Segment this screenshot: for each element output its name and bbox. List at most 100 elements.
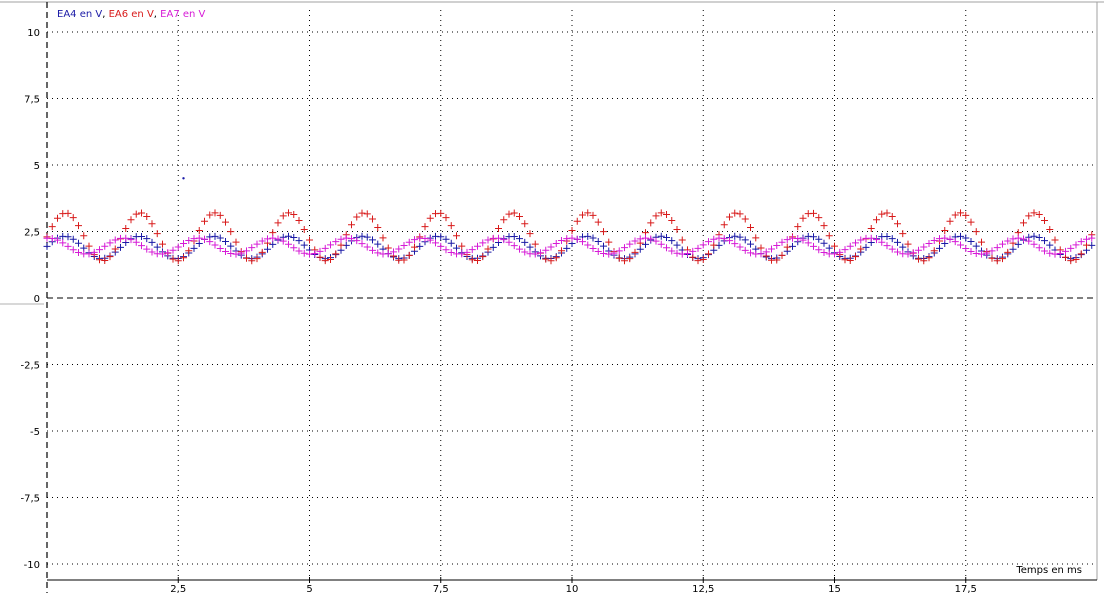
data-point: [153, 243, 161, 251]
data-point: [741, 236, 749, 244]
data-point: [941, 227, 949, 235]
data-point: [374, 240, 382, 248]
data-point: [510, 209, 518, 217]
data-point: [936, 244, 943, 252]
data-point: [579, 238, 586, 246]
data-point: [75, 222, 82, 230]
data-point: [290, 244, 298, 252]
outlier-point: [182, 177, 185, 180]
data-point: [941, 234, 949, 242]
x-tick-label: 5: [306, 584, 312, 593]
data-point: [894, 238, 901, 246]
data-point: [143, 245, 151, 253]
data-point: [358, 232, 366, 240]
data-point: [395, 245, 403, 253]
data-point: [558, 247, 565, 255]
data-point: [852, 239, 859, 247]
data-point: [127, 236, 135, 244]
data-point: [101, 256, 109, 264]
data-point: [810, 233, 817, 241]
data-point: [894, 220, 901, 228]
data-point: [269, 240, 277, 248]
data-point: [988, 254, 996, 262]
data-point: [1030, 232, 1038, 240]
data-point: [243, 254, 250, 262]
data-point: [426, 214, 434, 222]
data-point: [306, 250, 313, 258]
data-point: [594, 247, 602, 255]
data-point: [888, 245, 896, 253]
data-point: [138, 242, 145, 250]
data-point: [736, 233, 744, 241]
data-point: [794, 223, 802, 231]
data-point: [1056, 249, 1064, 257]
data-point: [437, 242, 445, 250]
data-point: [69, 246, 77, 254]
data-point: [369, 236, 376, 244]
data-point: [857, 245, 865, 253]
data-point: [211, 232, 219, 240]
data-point: [584, 209, 592, 217]
data-point: [117, 243, 124, 251]
data-point: [720, 235, 728, 243]
data-point: [484, 236, 492, 244]
data-point: [421, 234, 429, 242]
data-point: [652, 237, 660, 245]
data-point: [778, 251, 786, 259]
data-point: [500, 216, 508, 224]
data-point: [85, 250, 93, 258]
y-tick-label: -10: [24, 560, 40, 571]
data-point: [967, 237, 975, 245]
data-point: [279, 237, 287, 245]
data-point: [295, 216, 303, 224]
data-point: [794, 234, 802, 242]
data-point: [789, 242, 796, 250]
data-point: [521, 238, 529, 246]
data-point: [405, 251, 413, 259]
data-point: [573, 235, 581, 243]
data-point: [227, 250, 235, 258]
data-point: [216, 234, 224, 242]
data-point: [957, 209, 964, 217]
data-point: [558, 237, 565, 245]
data-point: [993, 257, 1001, 265]
data-point: [1046, 226, 1054, 234]
data-point: [904, 250, 912, 258]
data-point: [122, 234, 130, 242]
legend-entry: ,: [102, 9, 108, 20]
data-point: [547, 243, 555, 251]
data-point: [216, 211, 224, 219]
data-point: [474, 256, 481, 264]
data-point: [201, 235, 208, 243]
data-point: [411, 236, 418, 244]
data-point: [106, 253, 114, 261]
data-point: [300, 241, 308, 249]
data-point: [253, 240, 261, 248]
data-point: [747, 224, 754, 232]
data-point: [1035, 244, 1043, 252]
y-tick-label: 10: [27, 28, 40, 39]
data-point: [668, 247, 676, 255]
data-point: [1062, 247, 1069, 255]
data-point: [668, 237, 676, 245]
data-point: [825, 244, 833, 252]
data-point: [810, 242, 817, 250]
data-point: [153, 230, 161, 238]
data-point: [894, 248, 901, 256]
data-point: [384, 250, 392, 258]
data-point: [878, 238, 886, 246]
data-point: [752, 234, 760, 242]
data-point: [841, 246, 849, 254]
y-tick-label: 0: [34, 294, 40, 305]
data-point: [710, 235, 718, 243]
data-point: [552, 254, 560, 262]
data-point: [285, 209, 292, 217]
data-point: [820, 248, 828, 256]
data-point: [164, 249, 172, 257]
data-point: [453, 244, 460, 252]
data-point: [888, 212, 896, 220]
data-point: [605, 238, 613, 246]
data-point: [531, 240, 539, 248]
data-point: [169, 255, 177, 263]
